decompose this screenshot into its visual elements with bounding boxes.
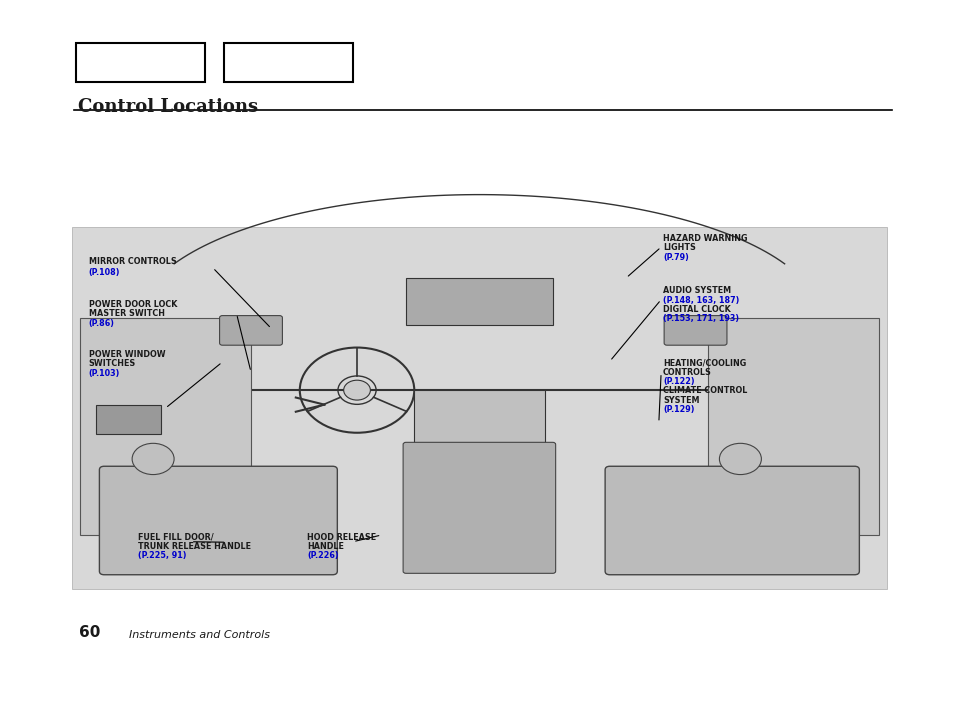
Text: (P.103): (P.103) bbox=[89, 368, 120, 378]
FancyBboxPatch shape bbox=[99, 466, 337, 575]
Text: DIGITAL CLOCK: DIGITAL CLOCK bbox=[662, 305, 730, 314]
Circle shape bbox=[719, 443, 760, 474]
Polygon shape bbox=[80, 318, 251, 535]
Text: AUDIO SYSTEM: AUDIO SYSTEM bbox=[662, 285, 730, 295]
Text: CLIMATE CONTROL: CLIMATE CONTROL bbox=[662, 386, 746, 395]
Text: (P.79): (P.79) bbox=[662, 253, 688, 262]
Text: (P.129): (P.129) bbox=[662, 405, 694, 414]
Text: 60: 60 bbox=[79, 626, 100, 640]
FancyBboxPatch shape bbox=[403, 442, 555, 574]
Text: POWER DOOR LOCK: POWER DOOR LOCK bbox=[89, 300, 177, 309]
FancyBboxPatch shape bbox=[71, 227, 886, 589]
Text: MIRROR CONTROLS: MIRROR CONTROLS bbox=[89, 257, 176, 266]
Text: (P.226): (P.226) bbox=[307, 551, 338, 560]
Bar bbox=[96, 405, 161, 434]
Text: (P.148, 163, 187): (P.148, 163, 187) bbox=[662, 295, 739, 305]
Text: Instruments and Controls: Instruments and Controls bbox=[129, 630, 270, 640]
Circle shape bbox=[343, 381, 370, 400]
Circle shape bbox=[132, 443, 173, 474]
Text: LIGHTS: LIGHTS bbox=[662, 243, 695, 252]
FancyBboxPatch shape bbox=[76, 43, 205, 82]
Text: (P.86): (P.86) bbox=[89, 319, 114, 328]
Text: HAZARD WARNING: HAZARD WARNING bbox=[662, 234, 747, 243]
Text: (P.153, 171, 193): (P.153, 171, 193) bbox=[662, 314, 739, 323]
FancyBboxPatch shape bbox=[219, 315, 282, 345]
Text: FUEL FILL DOOR/: FUEL FILL DOOR/ bbox=[138, 532, 213, 542]
Text: HANDLE: HANDLE bbox=[307, 542, 344, 551]
Polygon shape bbox=[406, 278, 552, 325]
Text: Control Locations: Control Locations bbox=[78, 98, 258, 116]
Text: TRUNK RELEASE HANDLE: TRUNK RELEASE HANDLE bbox=[138, 542, 251, 551]
Polygon shape bbox=[707, 318, 878, 535]
FancyBboxPatch shape bbox=[604, 466, 859, 575]
Text: (P.122): (P.122) bbox=[662, 377, 694, 386]
Text: (P.225, 91): (P.225, 91) bbox=[138, 551, 187, 560]
Text: POWER WINDOW: POWER WINDOW bbox=[89, 349, 165, 359]
Text: SWITCHES: SWITCHES bbox=[89, 359, 136, 368]
Text: (P.108): (P.108) bbox=[89, 268, 120, 277]
Text: MASTER SWITCH: MASTER SWITCH bbox=[89, 309, 165, 318]
Text: HOOD RELEASE: HOOD RELEASE bbox=[307, 532, 375, 542]
Text: HEATING/COOLING: HEATING/COOLING bbox=[662, 358, 745, 367]
FancyBboxPatch shape bbox=[224, 43, 353, 82]
Text: CONTROLS: CONTROLS bbox=[662, 368, 711, 377]
FancyBboxPatch shape bbox=[663, 315, 726, 345]
Bar bbox=[414, 390, 544, 481]
Text: SYSTEM: SYSTEM bbox=[662, 395, 699, 405]
